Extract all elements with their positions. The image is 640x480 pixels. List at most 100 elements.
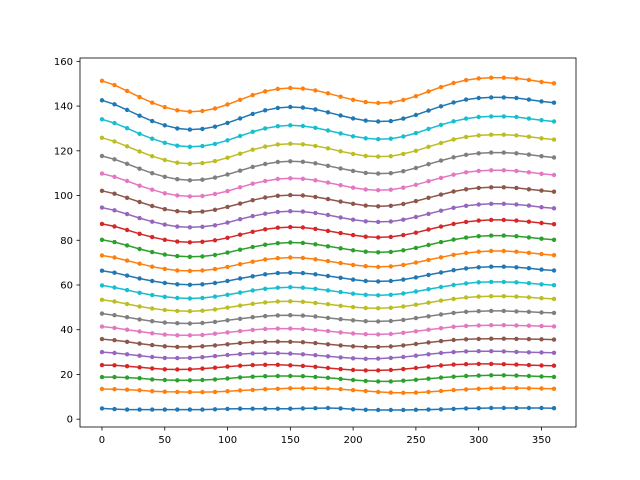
data-point <box>551 324 557 329</box>
data-point <box>237 185 243 190</box>
data-point <box>489 168 494 173</box>
data-point <box>539 99 544 104</box>
data-point <box>300 159 306 164</box>
data-point <box>288 85 293 91</box>
series-16 <box>99 168 557 199</box>
data-point <box>539 296 544 301</box>
data-point <box>250 181 255 186</box>
data-point <box>413 329 419 334</box>
data-point <box>162 252 167 257</box>
data-point <box>350 304 356 310</box>
data-point <box>313 314 318 319</box>
data-point <box>112 313 117 318</box>
data-point <box>275 209 280 215</box>
data-point <box>150 234 155 240</box>
y-axis: 0 20 40 60 80 100 120 140 160 <box>54 57 80 426</box>
data-point <box>150 219 155 224</box>
data-point <box>187 268 193 274</box>
data-point <box>237 340 243 346</box>
data-point <box>463 337 469 342</box>
data-point <box>288 326 293 331</box>
data-point <box>401 217 406 222</box>
data-point <box>99 406 105 411</box>
data-point <box>200 143 205 149</box>
data-point <box>187 355 193 361</box>
data-point <box>514 133 519 138</box>
data-point <box>175 268 180 273</box>
data-point <box>250 340 255 345</box>
data-point <box>476 202 481 207</box>
data-point <box>388 118 393 124</box>
data-point <box>451 80 456 86</box>
data-point <box>514 168 519 174</box>
data-point <box>325 244 331 249</box>
data-point <box>150 306 155 311</box>
data-point <box>539 267 544 272</box>
data-point <box>438 192 444 197</box>
data-point <box>99 98 105 103</box>
data-point <box>501 279 506 285</box>
series-14 <box>99 201 557 230</box>
data-point <box>438 104 444 109</box>
data-point <box>99 253 105 258</box>
data-point <box>212 124 218 129</box>
data-point <box>489 185 494 190</box>
data-point <box>401 185 406 190</box>
data-point <box>501 362 506 367</box>
data-point <box>463 219 469 225</box>
data-point <box>275 386 280 391</box>
data-point <box>237 303 243 308</box>
data-point <box>150 292 155 298</box>
series-19 <box>99 114 557 149</box>
series-17 <box>99 150 557 183</box>
data-point <box>526 187 532 192</box>
data-point <box>187 209 193 215</box>
data-point <box>526 134 532 139</box>
data-point <box>438 326 444 331</box>
data-point <box>99 362 105 368</box>
data-point <box>376 344 381 350</box>
data-point <box>526 336 532 342</box>
data-point <box>288 224 293 230</box>
data-point <box>388 344 393 349</box>
data-point <box>338 376 343 382</box>
data-point <box>539 363 544 368</box>
data-point <box>401 97 406 103</box>
data-point <box>338 343 343 348</box>
data-point <box>388 100 393 105</box>
data-point <box>501 385 506 391</box>
data-point <box>451 268 456 273</box>
data-point <box>401 291 406 296</box>
data-point <box>288 351 293 356</box>
data-point <box>325 128 331 133</box>
data-point <box>237 316 243 321</box>
data-point <box>401 354 406 360</box>
data-point <box>263 326 268 332</box>
data-point <box>413 407 419 412</box>
data-point <box>514 294 519 299</box>
data-point <box>526 362 532 368</box>
data-point <box>99 237 105 242</box>
data-point <box>501 294 506 299</box>
data-point <box>200 126 205 132</box>
data-point <box>250 387 255 393</box>
data-point <box>225 155 230 160</box>
data-point <box>187 194 193 199</box>
data-point <box>313 406 318 411</box>
data-point <box>212 407 218 412</box>
data-point <box>363 153 368 159</box>
data-point <box>237 133 243 139</box>
data-point <box>137 290 142 295</box>
data-point <box>250 374 255 379</box>
data-point <box>376 100 381 106</box>
data-point <box>200 268 205 273</box>
data-point <box>438 350 444 356</box>
data-point <box>313 272 318 277</box>
data-point <box>489 308 494 314</box>
data-point <box>250 259 255 264</box>
data-point <box>426 195 431 200</box>
data-point <box>325 288 331 293</box>
data-point <box>200 389 205 395</box>
data-point <box>313 386 318 391</box>
data-point <box>200 332 205 338</box>
